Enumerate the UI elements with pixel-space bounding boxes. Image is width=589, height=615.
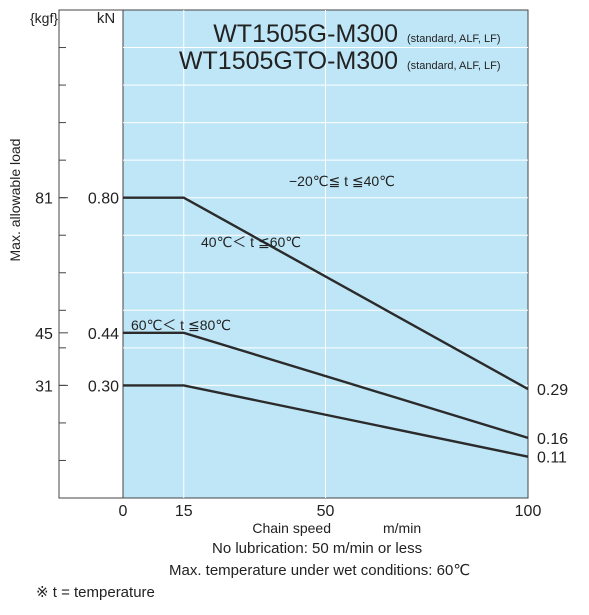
grid (123, 10, 528, 498)
lubrication-note: No lubrication: 50 m/min or less (212, 540, 423, 557)
series-end-label: 0.29 (537, 382, 568, 399)
series-line (123, 196, 529, 391)
x-tick-label: 0 (119, 503, 128, 520)
y-tick-label-kn: 0.80 (88, 191, 119, 208)
x-axis-unit: m/min (383, 520, 421, 536)
kgf-unit-label: {kgf} (30, 10, 58, 26)
x-tick-label: 15 (175, 503, 193, 520)
series-name-label: 60℃＜ t ≦80℃ (131, 317, 231, 333)
series-end-label: 0.16 (537, 431, 568, 448)
y-axis-label: Max. allowable load (7, 139, 23, 262)
y-tick-label-kn: 0.30 (88, 378, 119, 395)
y-tick-label-kgf: 45 (35, 326, 53, 343)
chart-title-2-note: (standard, ALF, LF) (407, 60, 501, 72)
kn-unit-label: kN (97, 10, 115, 27)
wet-conditions-note: Max. temperature under wet conditions: 6… (169, 562, 471, 579)
chart-title-1-note: (standard, ALF, LF) (407, 33, 501, 45)
series-end-label: 0.11 (537, 450, 567, 467)
x-axis-label: Chain speed (252, 520, 331, 536)
series: 0.29 −20℃≦ t ≦40℃ 0.16 40℃＜ t ≦60℃ 0.11 60℃＜ … (123, 173, 568, 467)
chart-title-2: WT1505GTO-M300 (179, 47, 398, 75)
x-tick-label: 100 (515, 503, 542, 520)
x-tick-label: 50 (317, 503, 335, 520)
temperature-symbol-note: ※ t = temperature (36, 584, 155, 601)
series-line (123, 331, 529, 440)
y-tick-label-kgf: 81 (35, 191, 53, 208)
series-name-label: 40℃＜ t ≦60℃ (201, 234, 301, 250)
chart-title-1: WT1505G-M300 (213, 20, 398, 48)
y-tick-label-kgf: 31 (35, 378, 53, 395)
axes: 0 15 50 100 0.80 81 0.44 45 0.30 31 (35, 47, 542, 520)
series-name-label: −20℃≦ t ≦40℃ (289, 173, 395, 189)
series-line (123, 384, 529, 458)
y-tick-label-kn: 0.44 (88, 326, 119, 343)
